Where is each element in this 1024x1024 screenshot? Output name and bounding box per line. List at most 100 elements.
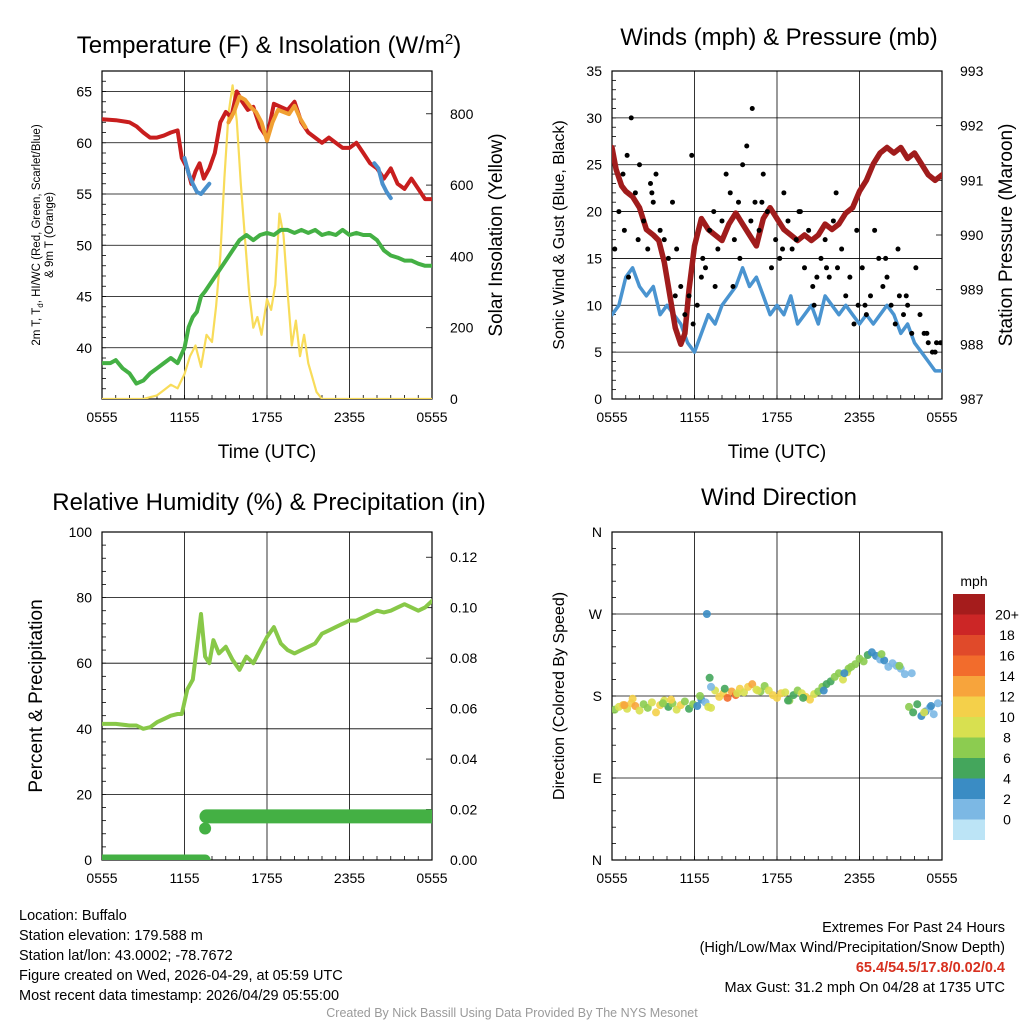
- winds-gust-black-point: [806, 227, 812, 233]
- winds-gust-black-point: [892, 321, 898, 327]
- winds-gust-black-point: [822, 237, 828, 243]
- winds-gust-black-point: [670, 199, 675, 205]
- winds-gust-black-point: [773, 237, 779, 243]
- winds-gust-black-point: [811, 302, 817, 308]
- temperature-y2-label: Solar Insolation (Yellow): [486, 133, 507, 336]
- winds-gust-black-point: [719, 218, 725, 224]
- humidity-y-tick-label: 100: [69, 524, 93, 540]
- winds-gust-black-point: [730, 284, 736, 290]
- wind_direction-direction-point: [635, 706, 644, 715]
- wind_direction-direction-point: [696, 692, 704, 700]
- colorbar-swatch: [953, 819, 985, 840]
- wind_direction-direction-point: [705, 673, 714, 682]
- wind_direction-x-tick-label: 1755: [761, 870, 792, 886]
- colorbar-swatch: [953, 614, 985, 635]
- winds-gust-black-point: [872, 227, 878, 233]
- wind_direction-direction-point: [693, 702, 702, 711]
- winds-gust-black-point: [645, 246, 651, 252]
- winds-gust-black-point: [736, 199, 741, 205]
- wind_direction-direction-point: [900, 670, 909, 679]
- winds-gust-black-point: [737, 255, 743, 261]
- winds-y-tick-label: 20: [586, 204, 602, 220]
- winds-gust-black-point: [698, 274, 704, 280]
- wind_direction-direction-point: [839, 675, 847, 684]
- wind_direction-direction-point: [806, 695, 814, 704]
- winds-gust-black-point: [796, 209, 802, 215]
- wind_direction-direction-point: [909, 708, 918, 717]
- winds-gust-black-point: [884, 274, 890, 280]
- winds-gust-black-point: [752, 199, 758, 205]
- winds-gust-black-point: [616, 209, 622, 215]
- winds-gust-black-point: [649, 190, 655, 196]
- wind_direction-direction-point: [740, 688, 748, 697]
- winds-gust-black-point: [888, 302, 894, 308]
- humidity-y2-tick-label: 0.02: [450, 802, 477, 818]
- winds-gust-black-point: [847, 274, 853, 280]
- temperature-solar-insolation-yellow-line: [102, 84, 432, 399]
- temperature-td-green-line: [102, 227, 432, 386]
- wind_direction-direction-point: [628, 694, 637, 703]
- wind_direction-direction-point: [880, 656, 889, 665]
- winds-y-label: Sonic Wind & Gust (Blue, Black): [551, 120, 568, 349]
- winds-gust-black-point: [785, 218, 791, 224]
- winds-y-tick-label: 15: [586, 250, 602, 266]
- humidity-y-tick-label: 0: [84, 852, 92, 868]
- winds-gust-black-point: [641, 218, 647, 224]
- humidity-x-tick-label: 0555: [86, 870, 117, 886]
- location-text: Location: Buffalo: [19, 908, 127, 924]
- wind_direction-direction-point: [707, 682, 715, 691]
- winds-gust-black-point: [678, 284, 684, 290]
- winds-y2-tick-label: 988: [960, 336, 984, 352]
- winds-gust-black-point: [612, 246, 618, 252]
- humidity-y2-tick-label: 0.06: [450, 701, 477, 717]
- extremes-subtitle: (High/Low/Max Wind/Precipitation/Snow De…: [699, 940, 1005, 956]
- winds-panel: 0555 1155 1755 2355 0555 0 5 10 15 20 25 30 35 987 988…: [551, 24, 1017, 463]
- colorbar-swatch: [953, 696, 985, 717]
- winds-gust-black-point: [917, 312, 923, 318]
- wind_direction-x-tick-label: 2355: [844, 870, 875, 886]
- winds-gust-black-point: [814, 274, 820, 280]
- created-text: Figure created on Wed, 2026-04-29, at 05…: [19, 968, 343, 984]
- extremes-title: Extremes For Past 24 Hours: [822, 920, 1005, 936]
- humidity-y-tick-label: 20: [76, 786, 92, 802]
- colorbar-label: 14: [999, 668, 1015, 684]
- wind_direction-direction-point: [927, 702, 935, 711]
- latlon-text: Station lat/lon: 43.0002; -78.7672: [19, 948, 233, 964]
- humidity-x-tick-label: 1755: [251, 870, 282, 886]
- winds-gust-black-point: [694, 302, 700, 308]
- winds-gust-black-point: [830, 218, 836, 224]
- recent-timestamp-text: Most recent data timestamp: 2026/04/29 0…: [19, 988, 340, 1004]
- winds-gust-black-point: [833, 190, 839, 196]
- winds-gust-black-point: [727, 190, 733, 196]
- temperature-data: [102, 84, 432, 399]
- wind_direction-panel: 0555 1155 1755 2355 0555 N E S W N Wind Direction D…: [551, 484, 1019, 886]
- winds-y-tick-label: 0: [594, 391, 602, 407]
- wind_direction-y-tick-label: S: [593, 688, 602, 704]
- winds-gust-black-point: [715, 246, 721, 252]
- winds-gust-black-point: [690, 321, 696, 327]
- winds-gust-black-point: [925, 340, 931, 346]
- station-info: Location: Buffalo Station elevation: 179…: [19, 906, 343, 1006]
- colorbar-swatch: [953, 799, 985, 820]
- temperature-y2-tick-label: 600: [450, 177, 474, 193]
- winds-gust-black-point: [712, 284, 718, 290]
- winds-gust-black-point: [913, 265, 919, 271]
- wind_direction-direction-point: [819, 686, 828, 695]
- winds-gust-black-point: [731, 237, 737, 243]
- winds-gust-black-point: [909, 330, 915, 336]
- winds-gust-black-point: [700, 255, 706, 261]
- temperature-panel: 0555 1155 1755 2355 0555 40 45 50 55 60 65 0 200 400 6…: [31, 31, 507, 463]
- winds-gust-black-point: [628, 115, 634, 121]
- winds-gust-black-point: [632, 190, 638, 196]
- winds-y-tick-label: 25: [586, 157, 602, 173]
- temperature-y2-tick-label: 200: [450, 320, 474, 336]
- winds-x-tick-label: 1155: [679, 409, 709, 425]
- winds-gust-black-point: [748, 218, 754, 224]
- winds-gust-black-point: [626, 274, 631, 280]
- wind_direction-direction-point: [799, 693, 808, 702]
- colorbar-swatch: [953, 635, 985, 656]
- winds-gust-black-point: [855, 302, 861, 308]
- winds-gust-black-point: [760, 171, 766, 177]
- colorbar-label: 18: [999, 627, 1015, 643]
- winds-gust-black-point: [876, 255, 882, 261]
